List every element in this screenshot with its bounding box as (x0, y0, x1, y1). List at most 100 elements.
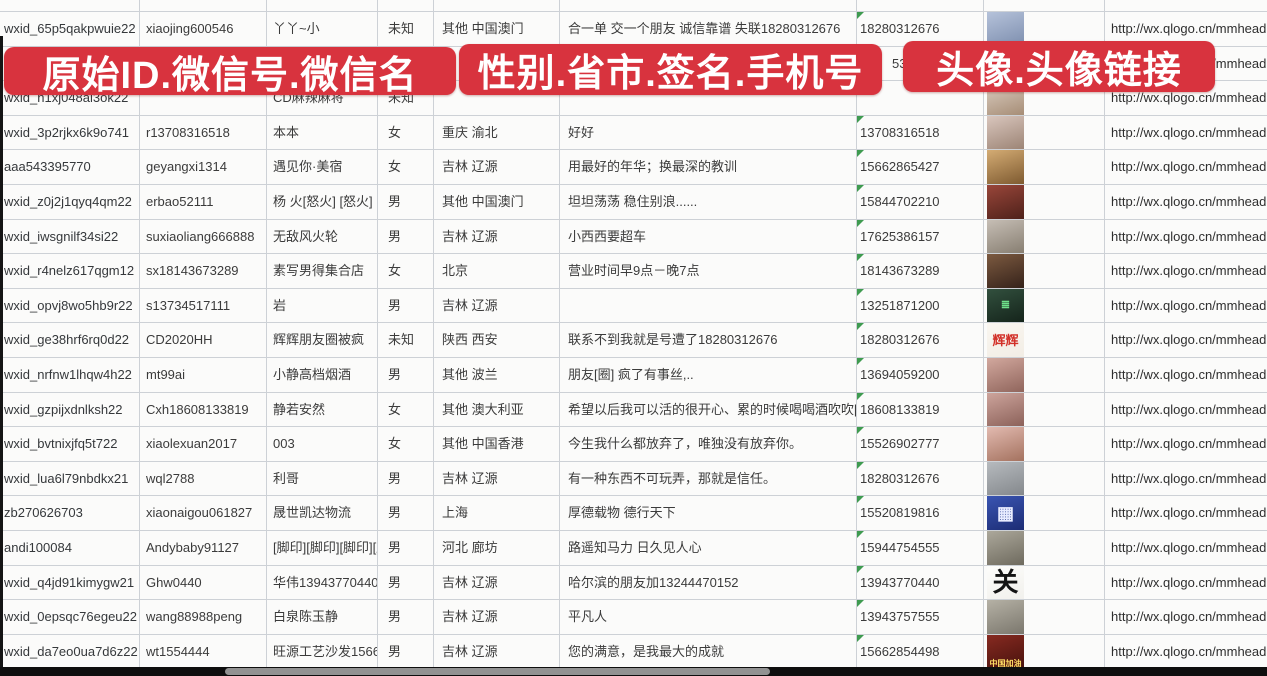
cell-phone[interactable]: 17625386157 (857, 219, 984, 255)
cell-phone[interactable]: 15844702210 (857, 184, 984, 220)
cell-wechat-name[interactable]: 旺源工艺沙发15662854 (267, 634, 378, 670)
cell-gender[interactable]: 男 (378, 600, 434, 635)
cell-signature[interactable]: 小西西要超车 (560, 219, 857, 255)
cell-wechat-name[interactable]: 杨 火[怒火] [怒火] (267, 184, 378, 220)
cell-avatar-link[interactable]: http://wx.qlogo.cn/mmhead (1105, 462, 1267, 497)
cell-avatar-link[interactable]: http://wx.qlogo.cn/mmhead (1105, 185, 1267, 220)
cell-original-id[interactable]: wxid_z0j2j1qyq4qm22 (0, 184, 140, 220)
cell-phone[interactable]: 18608133819 (857, 392, 984, 428)
cell-original-id[interactable]: andi100084 (0, 530, 140, 566)
cell-avatar-link[interactable]: http://wx.qlogo.cn/mmhead (1105, 116, 1267, 151)
cell-wechat-name[interactable]: 晟世凯达物流 (267, 496, 378, 531)
cell-wechat-name[interactable]: 辉辉朋友圈被疯 (267, 323, 378, 358)
cell-wechat-id[interactable]: erbao52111 (140, 184, 267, 220)
cell-avatar[interactable]: 中国加油 (984, 634, 1105, 670)
cell-region[interactable]: 其他 中国澳门 (434, 184, 560, 220)
cell-phone[interactable]: 15520819816 (857, 496, 984, 531)
cell-original-id[interactable]: wxid_iwsgnilf34si22 (0, 219, 140, 255)
cell-avatar-link[interactable]: http://wx.qlogo.cn/mmhead (1105, 323, 1267, 358)
cell-gender[interactable]: 男 (378, 219, 434, 255)
cell-signature[interactable]: 联系不到我就是号遭了18280312676 (560, 323, 857, 358)
cell-avatar[interactable]: ▦ (984, 496, 1105, 531)
cell-region[interactable]: 其他 澳大利亚 (434, 392, 560, 428)
cell-wechat-id[interactable]: xiaolexuan2017 (140, 427, 267, 462)
cell-phone[interactable]: 13708316518 (857, 115, 984, 151)
cell-region[interactable]: 河北 廊坊 (434, 530, 560, 566)
cell-signature[interactable]: 希望以后我可以活的很开心、累的时候喝喝酒吹吹[ (560, 392, 857, 428)
cell-phone[interactable]: 15526902777 (857, 427, 984, 462)
cell-gender[interactable]: 男 (378, 634, 434, 670)
cell-wechat-name[interactable]: 华伟13943770440 (267, 565, 378, 601)
cell-wechat-id[interactable]: sx18143673289 (140, 254, 267, 289)
cell-avatar[interactable] (984, 254, 1105, 289)
cell-wechat-name[interactable]: [脚印][脚印][脚印][脚印] (267, 530, 378, 566)
cell-gender[interactable]: 男 (378, 184, 434, 220)
cell-original-id[interactable]: wxid_3p2rjkx6k9o741 (0, 115, 140, 151)
cell-avatar-link[interactable]: http://wx.qlogo.cn/mmhead (1105, 393, 1267, 428)
cell-region[interactable]: 其他 中国香港 (434, 427, 560, 462)
cell-avatar[interactable]: 关 (984, 565, 1105, 601)
cell-wechat-id[interactable]: CD2020HH (140, 323, 267, 358)
cell-region[interactable]: 陕西 西安 (434, 323, 560, 358)
cell-signature[interactable]: 路遥知马力 日久见人心 (560, 530, 857, 566)
cell-phone[interactable]: 15944754555 (857, 530, 984, 566)
cell-wechat-id[interactable]: xiaonaigou061827 (140, 496, 267, 531)
cell-original-id[interactable]: zb270626703 (0, 496, 140, 531)
cell-avatar-link[interactable]: http://wx.qlogo.cn/mmhead (1105, 220, 1267, 255)
cell-phone[interactable]: 13943770440 (857, 565, 984, 601)
cell-original-id[interactable]: wxid_ge38hrf6rq0d22 (0, 323, 140, 358)
cell-signature[interactable] (560, 81, 857, 116)
cell-avatar[interactable] (984, 184, 1105, 220)
cell-wechat-name[interactable]: 岩 (267, 288, 378, 324)
cell-region[interactable]: 吉林 辽源 (434, 219, 560, 255)
cell-wechat-id[interactable]: Cxh18608133819 (140, 392, 267, 428)
cell-gender[interactable]: 女 (378, 392, 434, 428)
cell-avatar[interactable] (984, 219, 1105, 255)
cell-wechat-id[interactable]: geyangxi1314 (140, 150, 267, 185)
cell-region[interactable]: 重庆 渝北 (434, 115, 560, 151)
cell-avatar-link[interactable]: http://wx.qlogo.cn/mmhead (1105, 566, 1267, 601)
cell-wechat-name[interactable]: 本本 (267, 115, 378, 151)
cell-original-id[interactable]: wxid_nrfnw1lhqw4h22 (0, 357, 140, 393)
cell-original-id[interactable]: wxid_opvj8wo5hb9r22 (0, 288, 140, 324)
cell-wechat-id[interactable]: wang88988peng (140, 600, 267, 635)
cell-avatar-link[interactable]: http://wx.qlogo.cn/mmhead (1105, 150, 1267, 185)
cell-avatar[interactable]: ≣ (984, 288, 1105, 324)
scrollbar-thumb[interactable] (225, 668, 770, 675)
cell-signature[interactable]: 平凡人 (560, 600, 857, 635)
cell-avatar[interactable]: 辉辉 (984, 323, 1105, 358)
cell-original-id[interactable]: wxid_bvtnixjfq5t722 (0, 427, 140, 462)
cell-original-id[interactable]: wxid_65p5qakpwuie22 (0, 12, 140, 47)
cell-wechat-name[interactable]: 无敌风火轮 (267, 219, 378, 255)
cell-wechat-name[interactable]: 003 (267, 427, 378, 462)
cell-phone[interactable] (857, 81, 984, 116)
cell-signature[interactable]: 今生我什么都放弃了，唯独没有放弃你。 (560, 427, 857, 462)
cell-avatar[interactable] (984, 461, 1105, 497)
cell-avatar[interactable] (984, 427, 1105, 462)
cell-wechat-name[interactable]: 白泉陈玉静 (267, 600, 378, 635)
cell-region[interactable]: 吉林 辽源 (434, 634, 560, 670)
cell-avatar[interactable] (984, 12, 1105, 47)
cell-wechat-id[interactable]: s13734517111 (140, 288, 267, 324)
cell-signature[interactable]: 哈尔滨的朋友加13244470152 (560, 565, 857, 601)
cell-signature[interactable] (560, 288, 857, 324)
cell-region[interactable]: 吉林 辽源 (434, 461, 560, 497)
cell-region[interactable]: 吉林 辽源 (434, 565, 560, 601)
cell-region[interactable] (434, 81, 560, 116)
cell-gender[interactable]: 男 (378, 530, 434, 566)
cell-wechat-id[interactable]: Andybaby91127 (140, 530, 267, 566)
cell-phone[interactable]: 15662865427 (857, 150, 984, 185)
cell-wechat-id[interactable]: suxiaoliang666888 (140, 219, 267, 255)
cell-signature[interactable]: 厚德载物 德行天下 (560, 496, 857, 531)
cell-avatar[interactable] (984, 392, 1105, 428)
cell-avatar-link[interactable]: http://wx.qlogo.cn/mmhead (1105, 254, 1267, 289)
cell-region[interactable]: 吉林 辽源 (434, 600, 560, 635)
cell-original-id[interactable]: wxid_q4jd91kimygw21 (0, 565, 140, 601)
cell-avatar-link[interactable]: http://wx.qlogo.cn/mmhead (1105, 427, 1267, 462)
cell-gender[interactable]: 男 (378, 357, 434, 393)
cell-gender[interactable]: 未知 (378, 323, 434, 358)
cell-region[interactable]: 上海 (434, 496, 560, 531)
cell-gender[interactable]: 男 (378, 461, 434, 497)
cell-gender[interactable]: 女 (378, 254, 434, 289)
cell-wechat-id[interactable]: wql2788 (140, 461, 267, 497)
